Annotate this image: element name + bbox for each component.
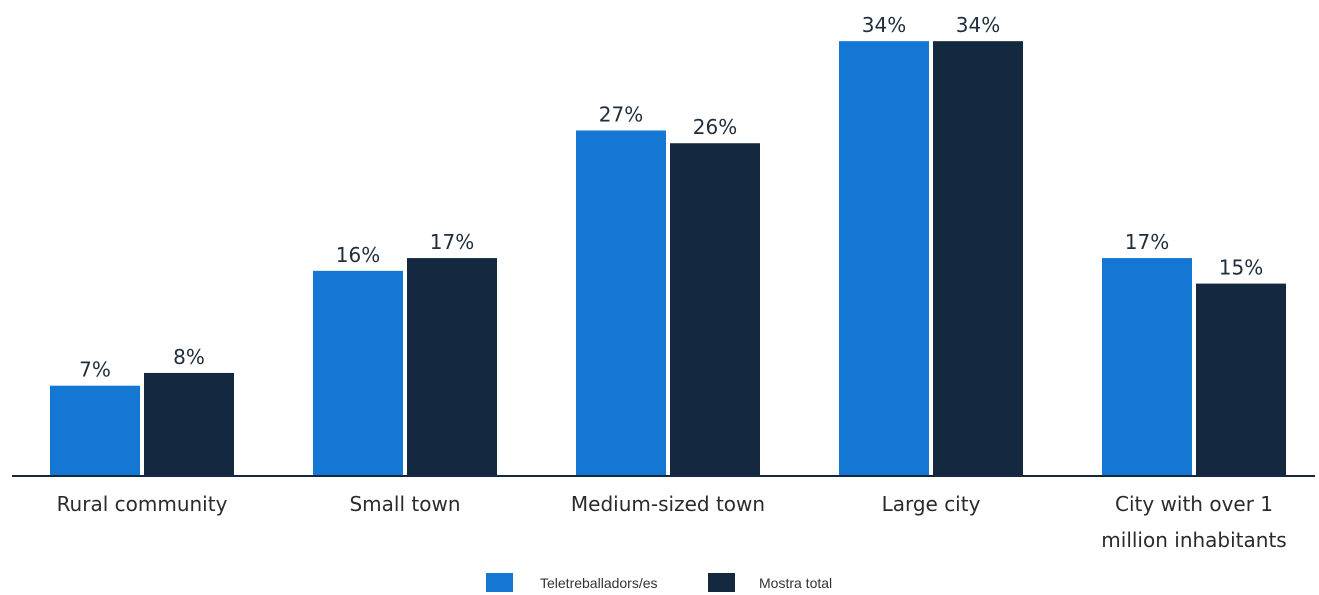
bar-mostra-total-3 bbox=[670, 143, 760, 476]
x-tick-label-5-line-1: City with over 1 bbox=[1115, 492, 1273, 516]
bar-teletreballadors-5 bbox=[1102, 258, 1192, 475]
bar-teletreballadors-2 bbox=[313, 270, 403, 475]
data-label-teletreballadors-1: 7% bbox=[79, 358, 111, 382]
legend-swatch-mostra-total bbox=[708, 573, 735, 592]
bar-teletreballadors-1 bbox=[50, 385, 140, 475]
data-labels-layer: 7% 16% 27% 34% 17% 8% 17% 26% 34% 15% bbox=[79, 13, 1263, 382]
data-label-teletreballadors-2: 16% bbox=[336, 243, 380, 267]
x-tick-label-3: Medium-sized town bbox=[571, 492, 765, 516]
bar-mostra-total-5 bbox=[1196, 283, 1286, 475]
bar-teletreballadors-4 bbox=[839, 41, 929, 475]
data-label-mostra-total-2: 17% bbox=[430, 230, 474, 254]
data-label-mostra-total-1: 8% bbox=[173, 345, 205, 369]
legend-swatch-teletreballadors bbox=[486, 573, 513, 592]
legend-label-teletreballadors: Teletreballadors/es bbox=[540, 575, 658, 591]
x-tick-label-1: Rural community bbox=[57, 492, 228, 516]
data-label-mostra-total-5: 15% bbox=[1219, 256, 1263, 280]
data-label-mostra-total-4: 34% bbox=[956, 13, 1000, 37]
bar-teletreballadors-3 bbox=[576, 130, 666, 476]
x-tick-labels-layer: Rural community Small town Medium-sized to… bbox=[57, 492, 1287, 552]
x-tick-label-2: Small town bbox=[349, 492, 460, 516]
x-tick-label-4: Large city bbox=[882, 492, 981, 516]
bar-mostra-total-2 bbox=[407, 258, 497, 475]
data-label-teletreballadors-4: 34% bbox=[862, 13, 906, 37]
bar-mostra-total-4 bbox=[933, 41, 1023, 475]
bar-mostra-total-1 bbox=[144, 372, 234, 475]
data-label-teletreballadors-3: 27% bbox=[599, 102, 643, 126]
legend: Teletreballadors/es Mostra total bbox=[486, 573, 832, 592]
data-label-mostra-total-3: 26% bbox=[693, 115, 737, 139]
x-tick-label-5-line-2: million inhabitants bbox=[1101, 528, 1286, 552]
data-label-teletreballadors-5: 17% bbox=[1125, 230, 1169, 254]
bars-layer bbox=[50, 41, 1286, 476]
legend-label-mostra-total: Mostra total bbox=[759, 575, 832, 591]
